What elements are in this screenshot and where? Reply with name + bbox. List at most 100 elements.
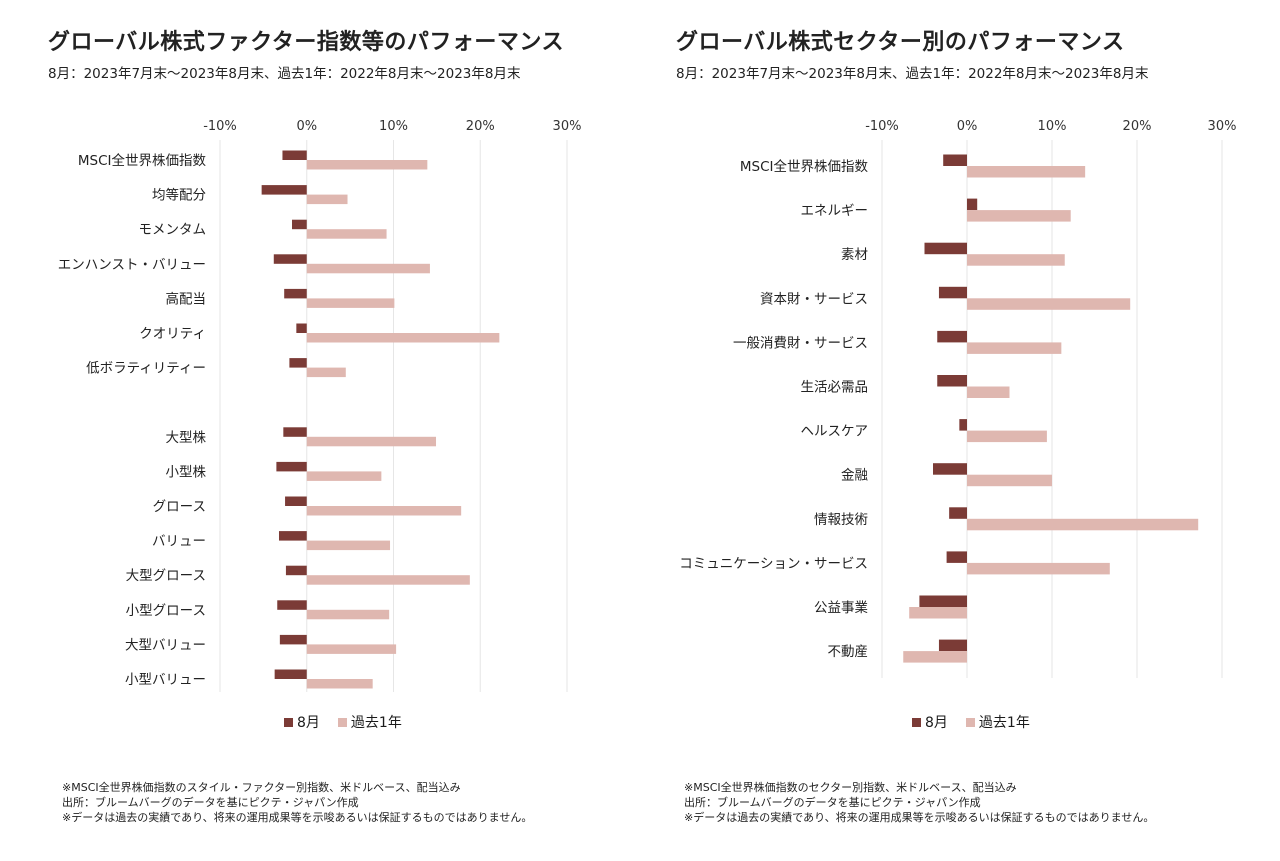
bar-aug (946, 551, 967, 563)
note-line: ※MSCI全世界株価指数のセクター別指数、米ドルベース、配当込み (684, 781, 1017, 794)
bar-past-year (967, 166, 1086, 178)
x-tick-label: 0% (296, 119, 317, 134)
legend-item-aug: 8月 (284, 712, 320, 732)
x-tick-label: 10% (379, 119, 408, 134)
category-label: ヘルスケア (801, 424, 869, 440)
source-line: 出所：ブルームバーグのデータを基にピクテ・ジャパン作成 (62, 796, 359, 809)
category-label: 大型株 (166, 430, 207, 446)
bar-aug (274, 669, 307, 679)
category-label: 低ボラティリティー (86, 361, 206, 377)
bar-past-year (306, 160, 428, 170)
legend-label-aug: 8月 (925, 715, 948, 731)
bar-aug (277, 600, 307, 610)
bar-past-year (306, 263, 430, 274)
category-label: 生活必需品 (801, 380, 869, 396)
bar-past-year (967, 474, 1052, 487)
sector-chart-panel: グローバル株式セクター別のパフォーマンス 8月：2023年7月末～2023年8月… (640, 0, 1280, 861)
bar-aug (282, 150, 307, 160)
bar-aug (276, 461, 307, 472)
category-label: グロース (153, 499, 206, 515)
bar-past-year (306, 506, 462, 516)
bar-past-year (967, 562, 1110, 575)
bar-past-year (306, 436, 437, 447)
legend-label-year: 過去1年 (978, 715, 1030, 731)
bar-aug (937, 330, 967, 343)
category-label: モメンタム (139, 222, 207, 238)
disclaimer-line: ※データは過去の実績であり、将来の運用成果等を示唆あるいは保証するものではありま… (684, 811, 1155, 824)
bar-past-year (967, 386, 1010, 398)
category-label: 小型バリュー (125, 672, 206, 688)
bar-aug (937, 375, 967, 387)
legend-swatch-year (337, 717, 347, 727)
chart-title: グローバル株式ファクター指数等のパフォーマンス (48, 30, 564, 55)
category-label: 高配当 (166, 290, 207, 307)
bar-aug (292, 219, 307, 230)
legend-item-year: 過去1年 (337, 712, 402, 732)
category-label: 一般消費財・サービス (733, 335, 868, 351)
x-tick-label: 10% (1038, 119, 1067, 134)
category-label: エンハンスト・バリュー (58, 257, 206, 273)
bar-past-year (306, 471, 382, 481)
bar-past-year (306, 194, 348, 205)
legend-swatch-aug (284, 717, 293, 727)
bar-aug (919, 595, 967, 607)
bar-aug (959, 419, 967, 431)
chart-notes: ※MSCI全世界株価指数のセクター別指数、米ドルベース、配当込み 出所：ブルーム… (684, 780, 1154, 825)
legend-label-aug: 8月 (297, 715, 320, 731)
category-label: 均等配分 (152, 187, 206, 204)
bar-past-year (967, 254, 1065, 266)
bar-past-year (306, 367, 346, 378)
chart-title: グローバル株式セクター別のパフォーマンス (676, 30, 1125, 55)
legend-swatch-year (965, 717, 975, 727)
bar-aug (296, 323, 307, 333)
legend-label-year: 過去1年 (350, 715, 402, 731)
bar-aug (279, 634, 307, 645)
bar-past-year (306, 540, 391, 551)
bar-past-year (306, 229, 387, 239)
bar-past-year (967, 430, 1047, 443)
bar-past-year (306, 298, 395, 308)
bar-past-year (967, 298, 1131, 310)
bar-aug (924, 242, 967, 255)
x-tick-label: -10% (203, 119, 237, 134)
category-label: 金融 (841, 468, 869, 484)
category-label: 大型グロース (126, 568, 206, 584)
bar-aug (933, 463, 967, 475)
bar-past-year (306, 333, 500, 343)
bar-past-year (909, 607, 967, 619)
bar-aug (273, 254, 307, 264)
bar-aug (967, 198, 978, 211)
category-label: エネルギー (801, 203, 869, 219)
bar-past-year (967, 210, 1071, 222)
category-label: MSCI全世界株価指数 (740, 158, 869, 175)
bar-aug (289, 358, 307, 368)
x-tick-label: 30% (1208, 119, 1237, 134)
bar-past-year (306, 575, 470, 585)
bar-aug (284, 288, 307, 299)
legend-item-year: 過去1年 (965, 712, 1030, 732)
bar-aug (278, 531, 307, 541)
bar-past-year (967, 518, 1199, 531)
bar-past-year (967, 342, 1062, 354)
bar-past-year (306, 679, 373, 689)
bar-aug (285, 565, 307, 576)
category-label: 小型株 (166, 464, 207, 480)
chart-notes: ※MSCI全世界株価指数のスタイル・ファクター別指数、米ドルベース、配当込み 出… (62, 780, 532, 825)
legend-swatch-aug (912, 717, 921, 727)
x-tick-label: 0% (957, 119, 978, 134)
category-label: MSCI全世界株価指数 (78, 152, 207, 169)
category-label: 大型バリュー (125, 637, 206, 653)
bar-aug (949, 507, 967, 519)
bar-aug (943, 154, 967, 166)
x-tick-label: -10% (865, 119, 899, 134)
category-label: 公益事業 (814, 600, 868, 616)
bar-past-year (306, 644, 397, 654)
bar-aug (285, 496, 307, 506)
x-tick-label: 20% (1123, 119, 1152, 134)
category-label: 不動産 (828, 644, 869, 660)
x-tick-label: 20% (466, 119, 495, 134)
chart-subtitle: 8月：2023年7月末～2023年8月末、過去1年：2022年8月末～2023年… (48, 66, 521, 82)
category-label: バリュー (152, 534, 206, 550)
factor-chart-panel: グローバル株式ファクター指数等のパフォーマンス 8月：2023年7月末～2023… (48, 30, 581, 825)
bar-aug (938, 286, 967, 299)
